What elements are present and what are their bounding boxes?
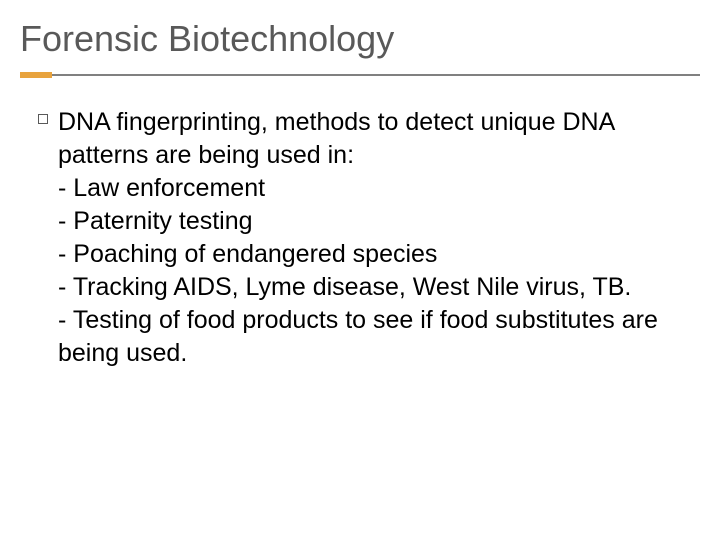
content-block: DNA fingerprinting, methods to detect un… [20, 106, 700, 370]
slide-container: Forensic Biotechnology DNA fingerprintin… [0, 0, 720, 540]
intro-text: DNA fingerprinting, methods to detect un… [58, 106, 700, 172]
list-item: - Paternity testing [58, 205, 700, 238]
list-item: - Poaching of endangered species [58, 238, 700, 271]
list-item: - Testing of food products to see if foo… [58, 304, 700, 370]
bullet-square-icon [38, 114, 48, 124]
slide-title: Forensic Biotechnology [20, 18, 700, 60]
divider [20, 72, 700, 78]
divider-accent [20, 72, 52, 78]
divider-line [20, 74, 700, 76]
body-text: DNA fingerprinting, methods to detect un… [58, 106, 700, 370]
list-item: - Tracking AIDS, Lyme disease, West Nile… [58, 271, 700, 304]
list-item: - Law enforcement [58, 172, 700, 205]
